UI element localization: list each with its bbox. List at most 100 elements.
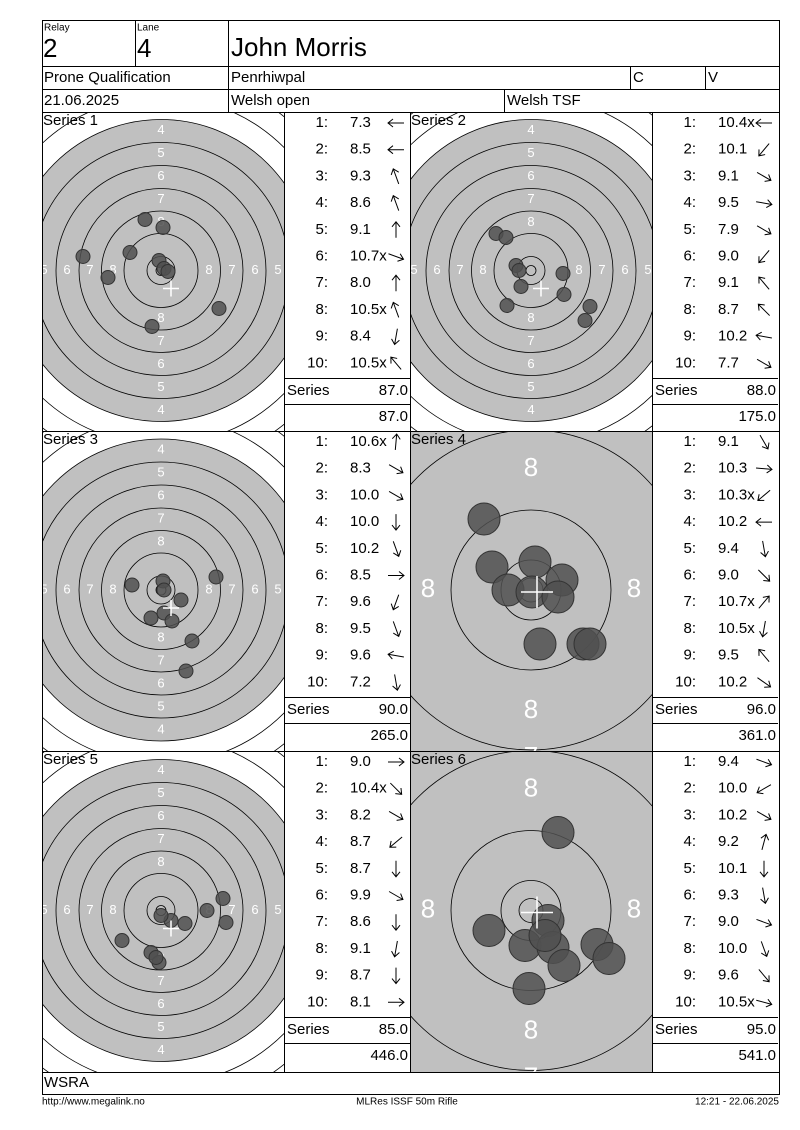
arrow-shape <box>388 464 404 475</box>
shot-score: 8.6 <box>350 913 371 930</box>
shot-hole <box>122 245 138 260</box>
direction-arrow <box>391 220 401 238</box>
cumulative-total: 87.0 <box>379 408 408 425</box>
ring <box>55 484 267 696</box>
shot-score: 10.2 <box>350 540 379 557</box>
shot-hole <box>144 319 160 334</box>
targets: 4444555566667777888844445555666677778888… <box>17 113 674 1072</box>
shot-number: 9: <box>315 967 328 984</box>
direction-arrow <box>390 356 402 370</box>
shot-hole <box>199 903 215 918</box>
shot-hole <box>114 933 130 948</box>
direction-arrow <box>760 540 769 558</box>
shot-hole <box>100 270 116 285</box>
direction-arrow <box>759 620 768 638</box>
shot-number: 1: <box>315 433 328 450</box>
ring-number: 4 <box>297 262 304 277</box>
ring-number: 4 <box>297 581 304 596</box>
relay: 2 <box>43 33 57 63</box>
shot-number: 4: <box>315 513 328 530</box>
ring-number: 4 <box>17 902 24 917</box>
shot-number: 6: <box>683 886 696 903</box>
ring-number: 6 <box>621 262 628 277</box>
ring-number: 4 <box>527 402 534 417</box>
club: WSRA <box>44 1074 89 1091</box>
ring-number: 4 <box>17 581 24 596</box>
direction-arrow <box>391 328 400 346</box>
arrow-shape <box>391 274 401 292</box>
arrow-shape <box>755 331 772 341</box>
shot-number: 4: <box>683 833 696 850</box>
ring-number: 5 <box>157 464 164 479</box>
shot-score: 10.3x <box>718 486 755 503</box>
direction-arrow <box>756 918 773 928</box>
shot-number: 7: <box>683 274 696 291</box>
ring <box>78 828 244 993</box>
series-label: Series <box>287 1021 330 1038</box>
shot-number: 8: <box>683 301 696 318</box>
grid-lines <box>42 20 780 1095</box>
ring-number: 6 <box>157 808 164 823</box>
arrow-shape <box>759 620 768 638</box>
direction-arrow <box>755 464 773 474</box>
shot-number: 1: <box>683 114 696 131</box>
cumulative-total: 265.0 <box>370 727 408 744</box>
shot-number: 3: <box>683 167 696 184</box>
ring <box>123 873 199 948</box>
software: MLRes ISSF 50m Rifle <box>356 1097 458 1108</box>
shot-hole <box>155 220 171 235</box>
shot-hole <box>523 627 557 661</box>
class2: V <box>708 69 718 86</box>
ring-number: 6 <box>63 262 70 277</box>
ring-number: 6 <box>527 356 534 371</box>
black-area <box>411 119 652 422</box>
arrow-shape <box>758 969 770 983</box>
ring-number: 5 <box>644 262 651 277</box>
ring-number: 4 <box>157 762 164 777</box>
cumulative-total: 446.0 <box>370 1047 408 1064</box>
lane-label: Lane <box>137 23 160 34</box>
arrow-shape <box>755 464 773 474</box>
ring-number: 4 <box>157 441 164 456</box>
class: C <box>633 69 644 86</box>
shot-score: 10.2 <box>718 513 747 530</box>
ring-number: 5 <box>157 1019 164 1034</box>
ring-number: 7 <box>524 405 538 435</box>
shot-score: 9.9 <box>350 886 371 903</box>
ring-number: 7 <box>527 191 534 206</box>
date: 21.06.2025 <box>44 92 119 109</box>
arrow-shape <box>389 782 403 795</box>
shot-score: 9.1 <box>718 274 739 291</box>
shot-number: 9: <box>683 967 696 984</box>
shot-number: 4: <box>683 194 696 211</box>
direction-arrow <box>760 887 769 905</box>
target: 4 4 4 4 5 5 5 5 6 6 6 6 7 7 7 7 8 8 8 8 <box>17 432 304 751</box>
shooter-name: John Morris <box>231 32 367 62</box>
shot-number: 3: <box>683 806 696 823</box>
shot-number: 4: <box>683 513 696 530</box>
direction-arrow <box>757 569 771 582</box>
arrow-shape <box>388 997 405 1007</box>
shot-hole <box>528 919 562 952</box>
shot-hole <box>124 577 140 593</box>
shot-score: 8.7 <box>350 860 371 877</box>
arrow-shape <box>755 118 772 128</box>
series-label: Series <box>655 382 698 399</box>
ring-number: 7 <box>598 262 605 277</box>
shot-number: 10: <box>307 354 328 371</box>
shot-hole <box>555 266 571 281</box>
ring-number: 7 <box>86 262 93 277</box>
series-label: Series <box>287 701 330 718</box>
ring-number: 4 <box>667 262 674 277</box>
shot-number: 3: <box>683 486 696 503</box>
series-label: Series <box>287 382 330 399</box>
shot-score: 7.3 <box>350 114 371 131</box>
shot-score: 9.5 <box>718 647 739 664</box>
relay-label: Relay <box>44 23 70 34</box>
shot-number: 4: <box>315 833 328 850</box>
arrow-shape <box>391 914 401 932</box>
direction-arrow <box>387 145 404 155</box>
ring-number: 7 <box>157 652 164 667</box>
shot-score: 10.4x <box>350 780 387 797</box>
arrow-shape <box>388 490 404 501</box>
